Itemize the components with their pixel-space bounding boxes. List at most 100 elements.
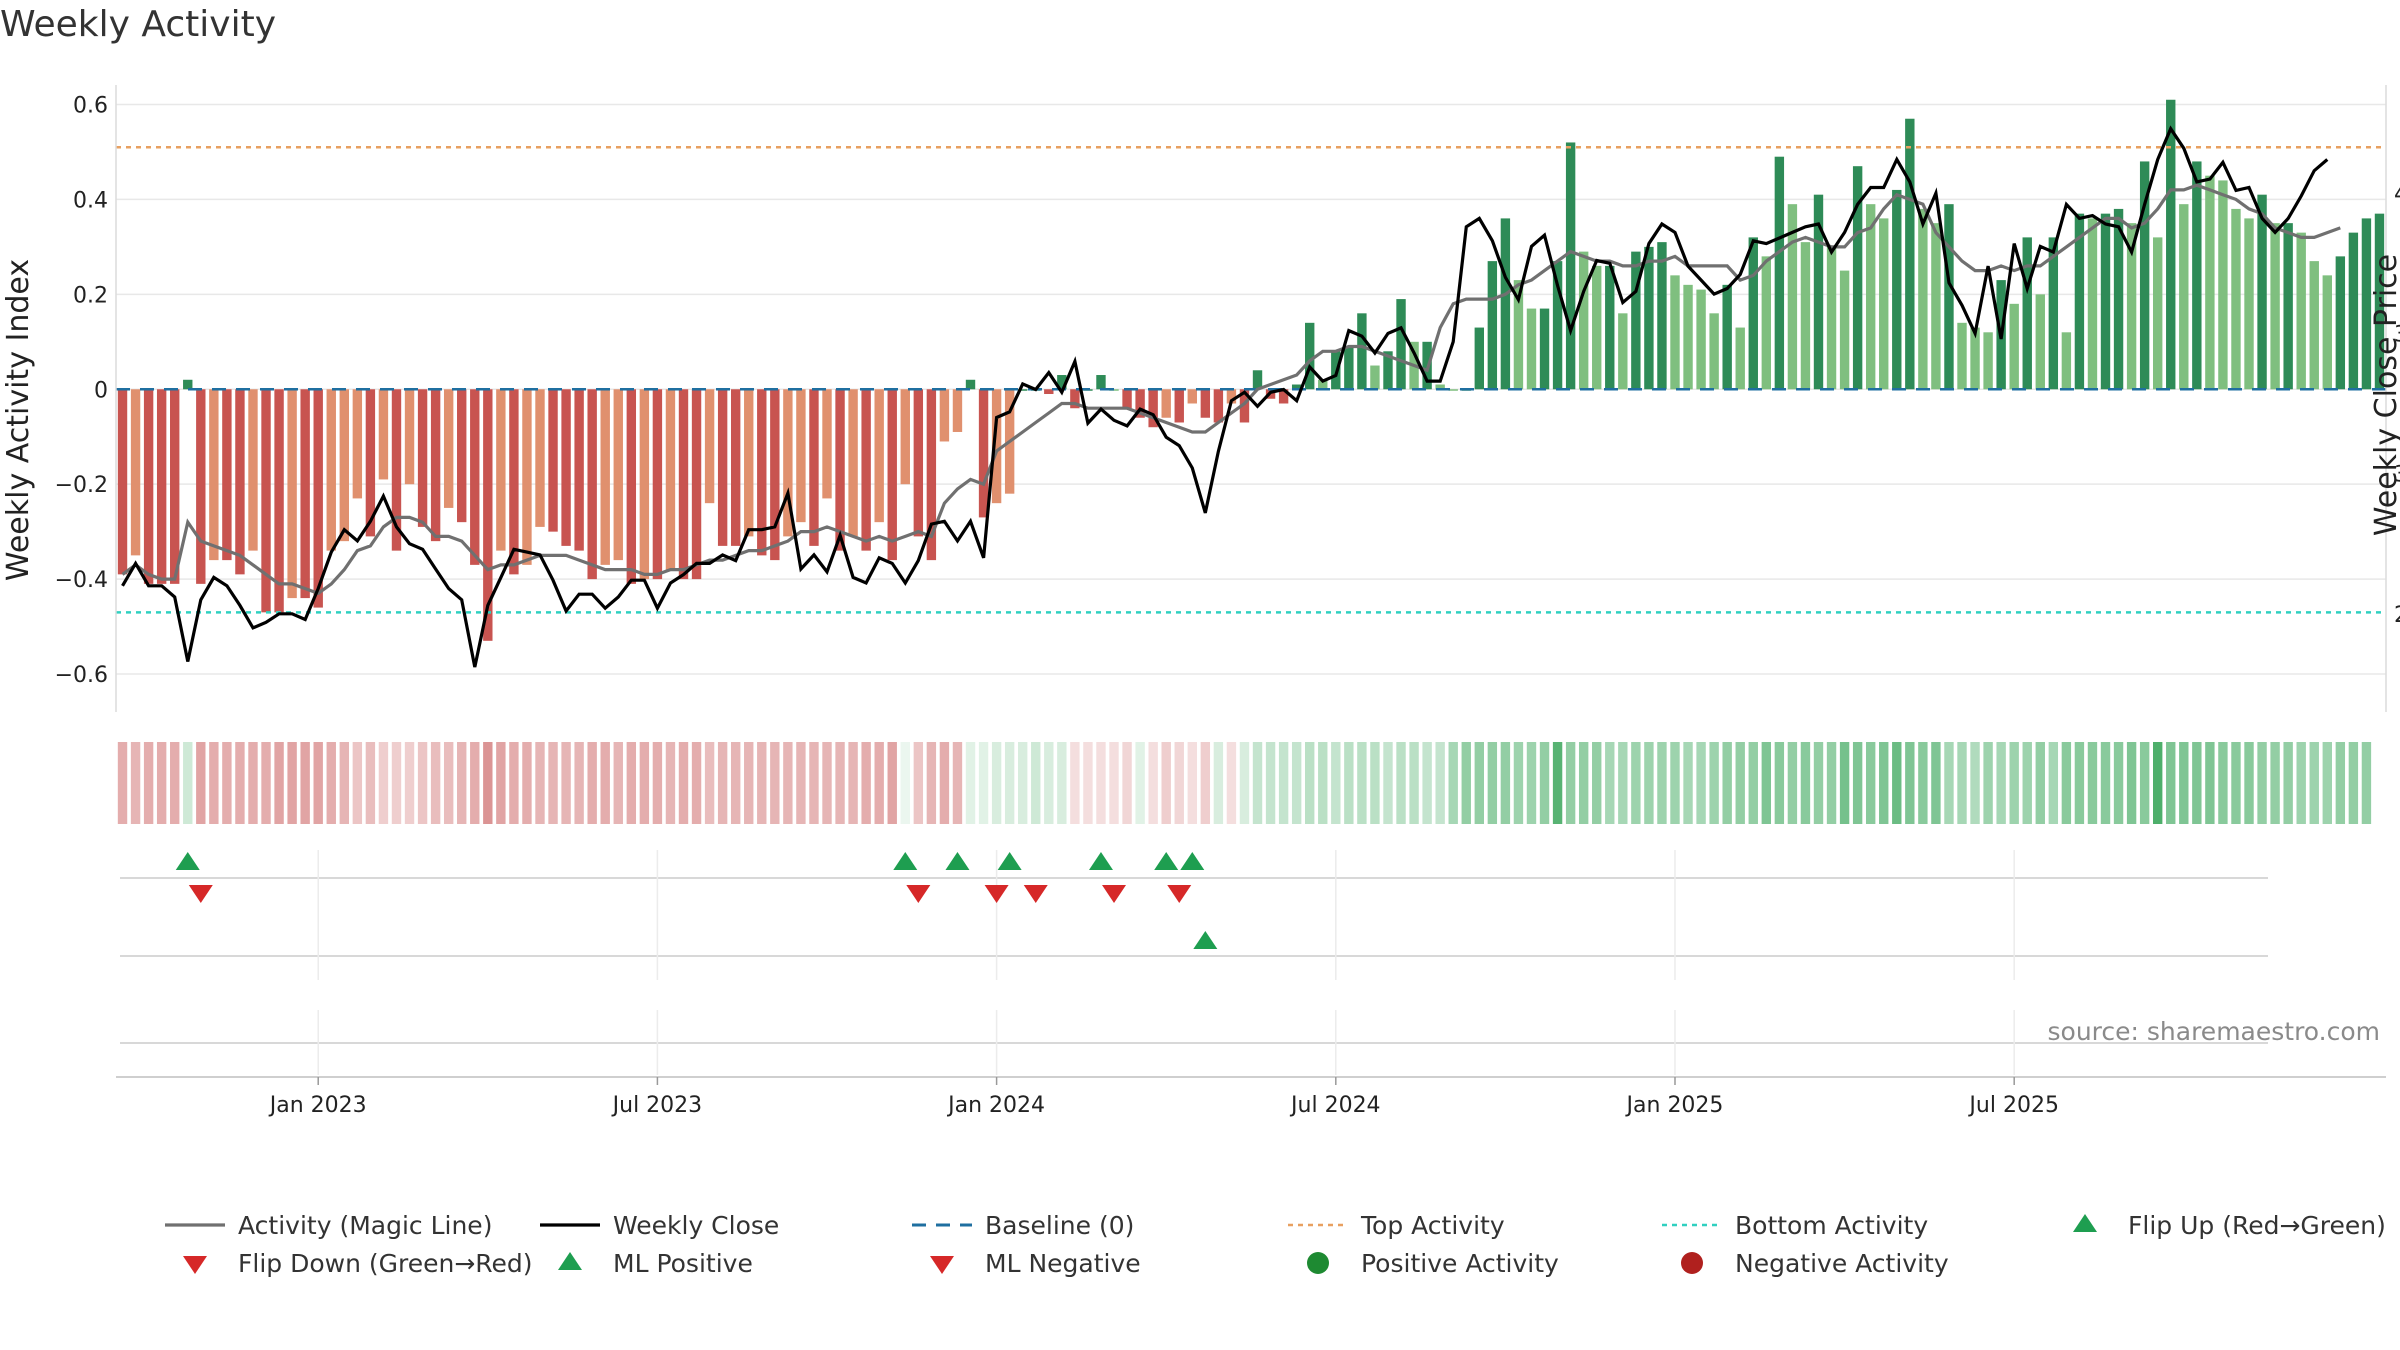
activity-bar [1892, 189, 1902, 390]
strength-cell [1083, 742, 1093, 824]
activity-bar [770, 389, 780, 561]
legend-item-negact: Negative Activity [1681, 1249, 1949, 1278]
strength-cell [430, 742, 441, 824]
legend-item-close: Weekly Close [540, 1211, 779, 1240]
left-tick-label: 0 [94, 378, 108, 403]
flip-up-marker [997, 852, 1022, 870]
activity-bar [1931, 223, 1941, 390]
strength-cell [757, 742, 767, 824]
activity-bar [2035, 294, 2045, 390]
strength-cell [1592, 742, 1602, 824]
strength-cell [1983, 742, 1993, 824]
strength-cell [1526, 742, 1537, 824]
activity-bar [704, 389, 715, 504]
flip-up-marker [1180, 852, 1205, 870]
strength-cell [2296, 742, 2306, 824]
activity-bar [730, 389, 741, 546]
strength-cell [1265, 742, 1276, 824]
chart-title: Weekly Activity [0, 4, 277, 45]
weekly-close-line [121, 125, 2329, 668]
grid-layer [116, 103, 2386, 675]
activity-bar [861, 389, 871, 551]
activity-bar [978, 389, 989, 518]
strength-cell [1187, 742, 1197, 824]
activity-bar [2022, 237, 2032, 390]
activity-bar [457, 389, 467, 523]
strength-cell [2231, 742, 2241, 824]
strength-cell [1905, 742, 1915, 824]
activity-bar [1500, 218, 1511, 390]
legend-label: Baseline (0) [985, 1211, 1134, 1240]
strength-cell [874, 742, 884, 824]
strength-cell [378, 742, 389, 824]
left-tick-label: −0.6 [55, 663, 108, 688]
strength-cell [130, 742, 141, 824]
activity-bar [1905, 118, 1915, 390]
activity-bar [548, 389, 558, 532]
activity-bar [1200, 389, 1211, 418]
strength-cell [1944, 742, 1954, 824]
strength-cell [391, 742, 402, 824]
strength-cell [457, 742, 467, 824]
strength-cell [1252, 742, 1263, 824]
strength-cell [209, 742, 219, 824]
strength-cell [274, 742, 284, 824]
activity-bar [1761, 256, 1772, 390]
activity-bar [2348, 232, 2359, 390]
strength-cell [1578, 742, 1589, 824]
flip-down-marker [1167, 885, 1192, 903]
legend-item-flipdown: Flip Down (Green→Red) [183, 1249, 533, 1278]
strength-cell [952, 742, 963, 824]
strength-cell [365, 742, 376, 824]
activity-bar [1305, 322, 1315, 390]
activity-bar [365, 389, 376, 537]
legend-item-bottom: Bottom Activity [1662, 1211, 1928, 1240]
activity-bar [1174, 389, 1184, 423]
strength-cell [1826, 742, 1837, 824]
left-tick-label: 0.2 [73, 283, 108, 308]
activity-bar [1539, 308, 1550, 390]
activity-bar [1565, 142, 1576, 390]
strength-cell [652, 742, 663, 824]
strength-cell [2009, 742, 2019, 824]
activity-bar [339, 389, 350, 542]
legend-item-mlpos: ML Positive [558, 1249, 753, 1278]
strength-cell [287, 742, 297, 824]
strength-cell [1513, 742, 1524, 824]
activity-bar [1474, 327, 1485, 390]
strength-cell [730, 742, 741, 824]
strength-cell [965, 742, 976, 824]
activity-bar [1957, 322, 1967, 390]
activity-bar [2361, 218, 2372, 390]
strength-cell [561, 742, 571, 824]
flip-up-marker [175, 852, 200, 870]
activity-bar [1526, 308, 1537, 390]
activity-bar [2309, 261, 2319, 390]
strength-cell [2205, 742, 2215, 824]
strength-cell [2348, 742, 2359, 824]
activity-bar [2061, 332, 2072, 390]
strength-cell [2179, 742, 2189, 824]
activity-bar [2205, 175, 2215, 390]
strength-cell [2166, 742, 2176, 824]
strength-cell [496, 742, 506, 824]
magic-line [121, 183, 2341, 596]
strength-cell [2035, 742, 2045, 824]
activity-bar [1161, 389, 1171, 418]
strength-cell [1683, 742, 1693, 824]
strength-cell [352, 742, 363, 824]
flip-up-marker [893, 852, 918, 870]
activity-bar [1148, 389, 1158, 428]
strength-cell [183, 742, 193, 824]
strength-cell [1383, 742, 1393, 824]
activity-bar [2335, 256, 2346, 390]
strength-cell [2126, 742, 2137, 824]
activity-bar [509, 389, 519, 575]
flip-up-marker [1088, 852, 1113, 870]
activity-bar [417, 389, 428, 527]
strength-cell [1892, 742, 1902, 824]
activity-bar [156, 389, 167, 584]
strength-cell [1344, 742, 1354, 824]
strength-cell [1213, 742, 1224, 824]
strength-cell [1918, 742, 1928, 824]
